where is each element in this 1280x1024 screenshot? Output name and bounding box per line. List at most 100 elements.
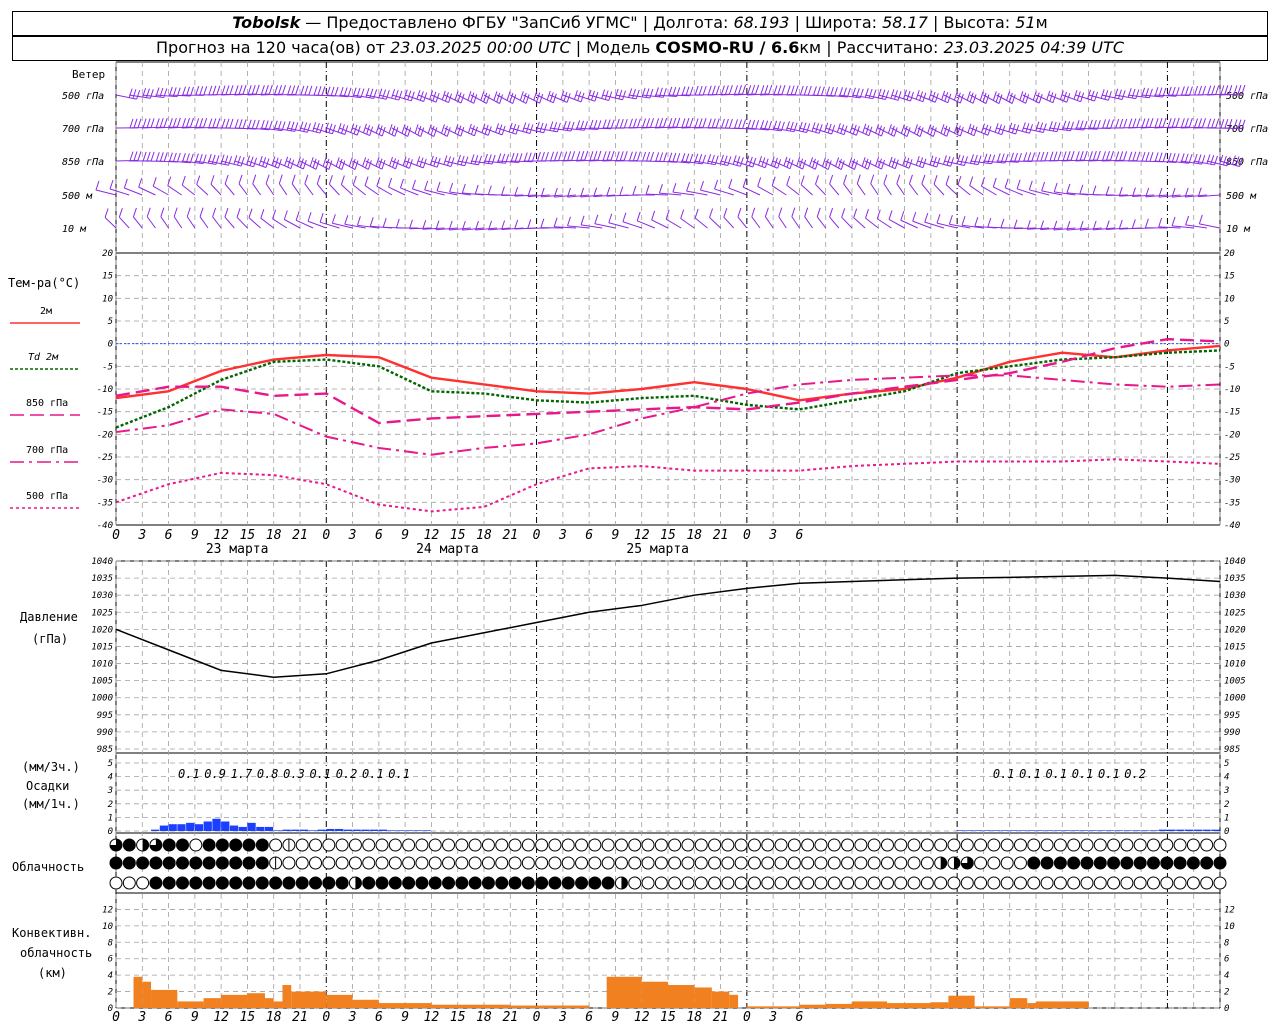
cloud-circle [495,838,509,852]
time-tick-label-bottom: 12 [213,1010,229,1024]
temp-tick-right: -10 [1224,385,1240,395]
wind-barb-feather [486,94,491,104]
wind-barb-feather [900,211,905,221]
wind-barb-feather [707,154,712,164]
wind-barb [236,208,248,229]
wind-barb-feather [221,85,226,95]
wind-barb [707,85,733,96]
temp-series-line [115,349,1221,429]
wind-barb-feather [881,159,885,170]
wind-barb-feather [1194,118,1199,128]
wind-barb-feather [903,89,908,100]
wind-barb-feather [862,123,867,134]
wind-barb-feather [385,90,390,100]
wind-barb-feather [1123,151,1128,161]
cloud-circle [455,876,469,890]
wind-barb-feather [921,174,926,185]
wind-barb-feather [549,121,554,131]
time-tick-label-top: 3 [348,528,357,543]
precip-tick-right: 5 [1224,759,1229,769]
wind-barb-shaft [876,218,892,229]
wind-barb [221,84,247,96]
wind-barb-shaft [273,160,292,170]
cloud-cover-symbol [960,838,974,852]
cloud-cover-symbol [362,856,376,870]
wind-barb [1004,178,1024,196]
wind-barb-feather [352,175,357,186]
wind-barb-shaft [943,127,961,137]
wind-barb-shaft [930,94,948,104]
cloud-circle [668,856,682,870]
wind-barb [746,84,773,96]
wind-barb [95,180,117,196]
wind-barb-feather [593,187,598,197]
cloud-circle [721,838,735,852]
wind-barb [142,117,168,129]
cloud-circle [1067,876,1081,890]
cloud-cover-symbol [309,838,323,852]
wind-barb-shaft [554,226,577,229]
wind-barb [667,153,694,164]
wind-barb-feather [487,154,492,164]
wind-barb [1184,187,1207,198]
wind-barb-feather [278,174,283,184]
wind-barb-feather [367,160,372,170]
wind-barb-feather [203,117,208,128]
cloud-cover-symbol [375,856,389,870]
wind-barb-shaft [870,183,879,196]
wind-barb-feather [255,84,260,95]
cloud-circle [402,856,416,870]
cloud-cover-symbol [761,876,775,890]
cloud-circle [442,856,456,870]
wind-barb [1167,117,1193,129]
wind-barb-feather [362,123,367,133]
cloud-circle [548,876,562,890]
wind-level-label-right: 500 гПа [1226,91,1268,102]
wind-barb-shaft [199,216,209,229]
wind-barb-feather [1241,84,1246,95]
wind-barb-feather [689,153,694,164]
cloud-cover-symbol [1120,838,1134,852]
wind-barb [667,117,694,129]
conv-bar [852,1001,888,1008]
wind-barb-feather [152,177,157,187]
cloud-circle [747,838,761,852]
wind-barb-feather [812,86,817,96]
cloud-circle [362,856,376,870]
pressure-tick-left: 1000 [91,694,113,704]
wind-barb-feather [533,91,538,101]
cloud-circle [708,856,722,870]
time-tick-label-bottom: 0 [322,1010,330,1024]
precip-3h-label: 0.2 [1124,767,1146,781]
wind-barb-shaft [1014,227,1037,230]
wind-barb-feather [987,126,992,136]
cloud-cover-symbol [1186,876,1200,890]
wind-barb-shaft [1062,94,1081,103]
header-line-2: Прогноз на 120 часа(ов) от 23.03.2025 00… [12,36,1268,61]
wind-barb-feather [553,122,558,132]
wind-barb-feather [388,124,393,134]
cloud-circle [215,856,229,870]
model-label: | Модель [570,38,656,57]
wind-barb-feather [610,119,615,129]
cloud-cover-symbol [575,838,589,852]
wind-barb [1066,183,1089,196]
cloud-cover-symbol [1027,856,1041,870]
wind-barb-feather [295,85,300,95]
wind-barb-feather [1162,117,1167,128]
wind-barb-feather [826,86,830,96]
cloud-cover-symbol [721,876,735,890]
wind-barb-shaft [352,184,367,196]
wind-barb-feather [255,119,260,130]
cloud-cover-symbol [468,856,482,870]
cloud-cover-symbol [415,876,429,890]
cloud-cover-symbol [162,856,176,870]
wind-barb-shaft [496,94,513,104]
wind-barb-feather [950,157,955,167]
wind-barb-feather [316,174,321,185]
wind-barb-feather [707,118,712,128]
wind-barb-feather [728,118,733,129]
wind-barb-feather [602,151,607,161]
wind-barb [602,88,627,101]
wind-barb-feather [642,118,647,128]
